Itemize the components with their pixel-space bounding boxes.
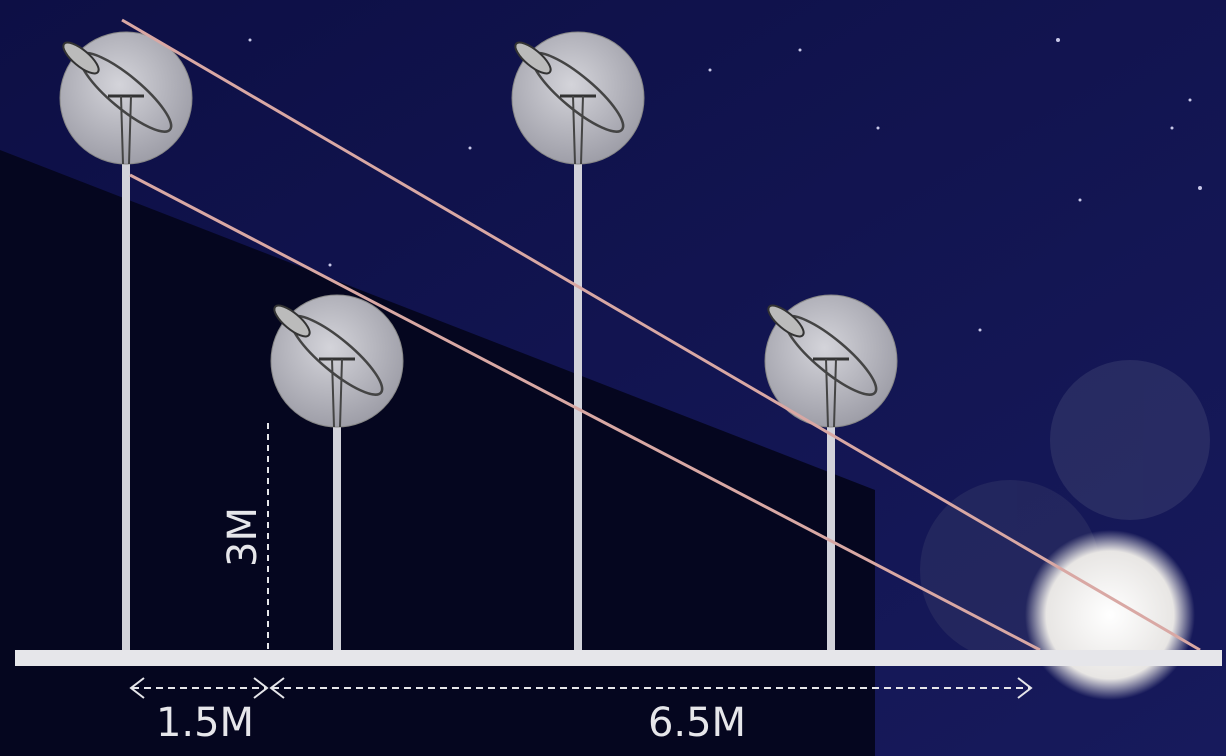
lamp bbox=[509, 30, 646, 166]
height-label: 3M bbox=[220, 507, 266, 567]
building-silhouette bbox=[0, 150, 875, 756]
dimension-arrows bbox=[129, 677, 1033, 699]
poles bbox=[122, 160, 835, 652]
lamp bbox=[57, 30, 194, 166]
lamp bbox=[268, 293, 405, 429]
distance-label: 6.5M bbox=[648, 700, 746, 746]
glowing-lamp bbox=[1025, 530, 1195, 700]
stars bbox=[248, 38, 1202, 332]
spacing-label: 1.5M bbox=[156, 700, 254, 746]
ground bbox=[15, 650, 1222, 666]
light-lines bbox=[121, 18, 1201, 652]
